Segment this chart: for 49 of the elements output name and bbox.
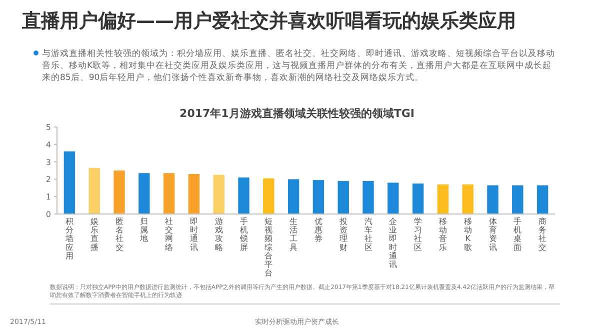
x-tick-label: 汽车社区 — [364, 217, 372, 252]
bar — [487, 185, 498, 214]
x-tick-label: 即时通讯 — [190, 217, 198, 252]
y-tick-label: 0 — [46, 210, 51, 219]
bar — [238, 177, 250, 214]
bar — [138, 173, 150, 214]
x-tick-label: 游戏攻略 — [214, 217, 223, 252]
bar — [338, 180, 349, 214]
bar — [437, 184, 449, 214]
x-tick-label: 娱乐直播 — [90, 217, 98, 252]
bar — [462, 184, 474, 214]
chart-subtitle: 与游戏直播相关性较强的领域为：积分墙应用、娱乐直播、匿名社交、社交网络、即时通讯、游戏攻略、短视频综合平台以及移动音乐、移动K歌等，相对集中在社交类应用及娱乐类应用，这与视频直播用户群体的分布有关，直播用户大都是在互联网中成长起来的85后、90后年轻用户，他们张扬个性喜欢新奇事物，喜欢新潮的网络社交及网络娱乐方式。 — [42, 48, 555, 83]
x-tick-label: 商务社交 — [538, 217, 547, 252]
x-tick-label: 手机锁屏 — [238, 217, 248, 252]
y-tick-label: 1 — [46, 192, 51, 202]
text: 2017年1月游戏直播领域关联性较强的领域TGI — [180, 107, 414, 120]
bar — [114, 170, 125, 214]
bar — [536, 185, 548, 214]
x-tick-label: 积分墙应用 — [64, 217, 74, 260]
bar — [388, 182, 399, 214]
x-tick-label: 优惠券 — [313, 217, 322, 244]
bar — [412, 184, 424, 214]
x-tick-label: 移动音乐 — [438, 217, 447, 252]
x-tick-label: 移动K歌 — [464, 217, 472, 252]
y-tick-label: 2 — [46, 175, 51, 184]
x-tick-label: 手机桌面 — [514, 217, 522, 252]
bar — [88, 168, 100, 214]
bar — [64, 151, 76, 214]
x-tick-label: 生活工具 — [290, 217, 298, 252]
bar — [512, 185, 524, 214]
bar — [163, 173, 175, 214]
x-tick-label: 投资理财 — [338, 217, 348, 252]
y-tick-label: 5 — [46, 123, 51, 132]
chart-title: 直播用户偏好——用户爱社交并喜欢听唱看玩的娱乐类应用 — [21, 10, 516, 32]
x-tick-label: 匿名社交 — [115, 217, 124, 252]
bar — [312, 180, 324, 214]
y-tick-label: 3 — [46, 158, 51, 167]
x-tick-label: 企业即时通讯 — [389, 217, 398, 269]
y-tick-label: 4 — [46, 140, 51, 150]
bar — [188, 174, 200, 214]
bar — [362, 180, 374, 214]
bar — [213, 174, 224, 214]
bar — [263, 178, 274, 214]
x-tick-label: 社交网络 — [165, 217, 174, 252]
x-tick-label: 归属地 — [139, 217, 148, 244]
x-tick-label: 短视频综合平台 — [264, 217, 273, 278]
x-tick-label: 学习社区 — [414, 217, 422, 252]
bar — [288, 179, 300, 214]
x-tick-label: 体育资讯 — [488, 217, 497, 252]
